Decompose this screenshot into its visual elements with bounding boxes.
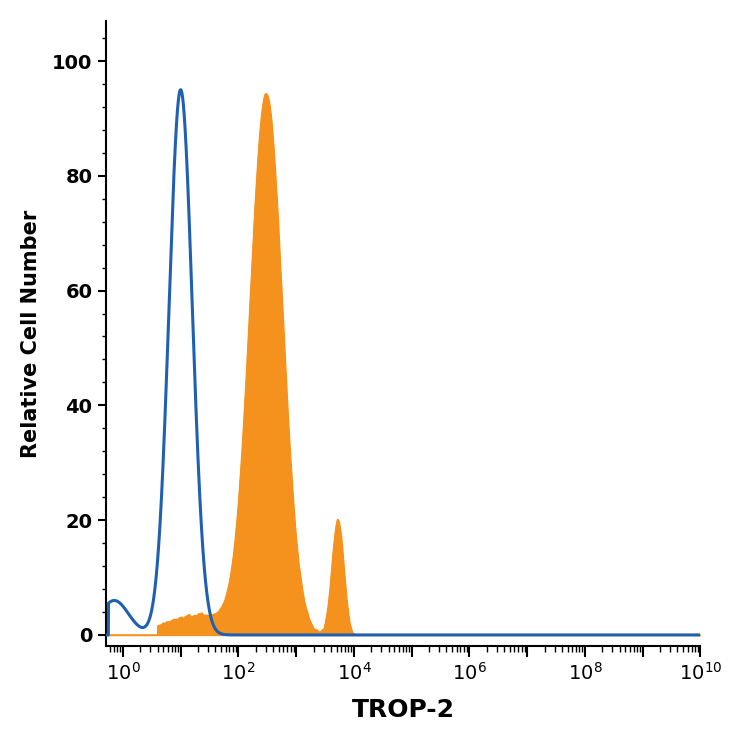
Y-axis label: Relative Cell Number: Relative Cell Number [21,210,41,458]
X-axis label: TROP-2: TROP-2 [351,698,455,722]
